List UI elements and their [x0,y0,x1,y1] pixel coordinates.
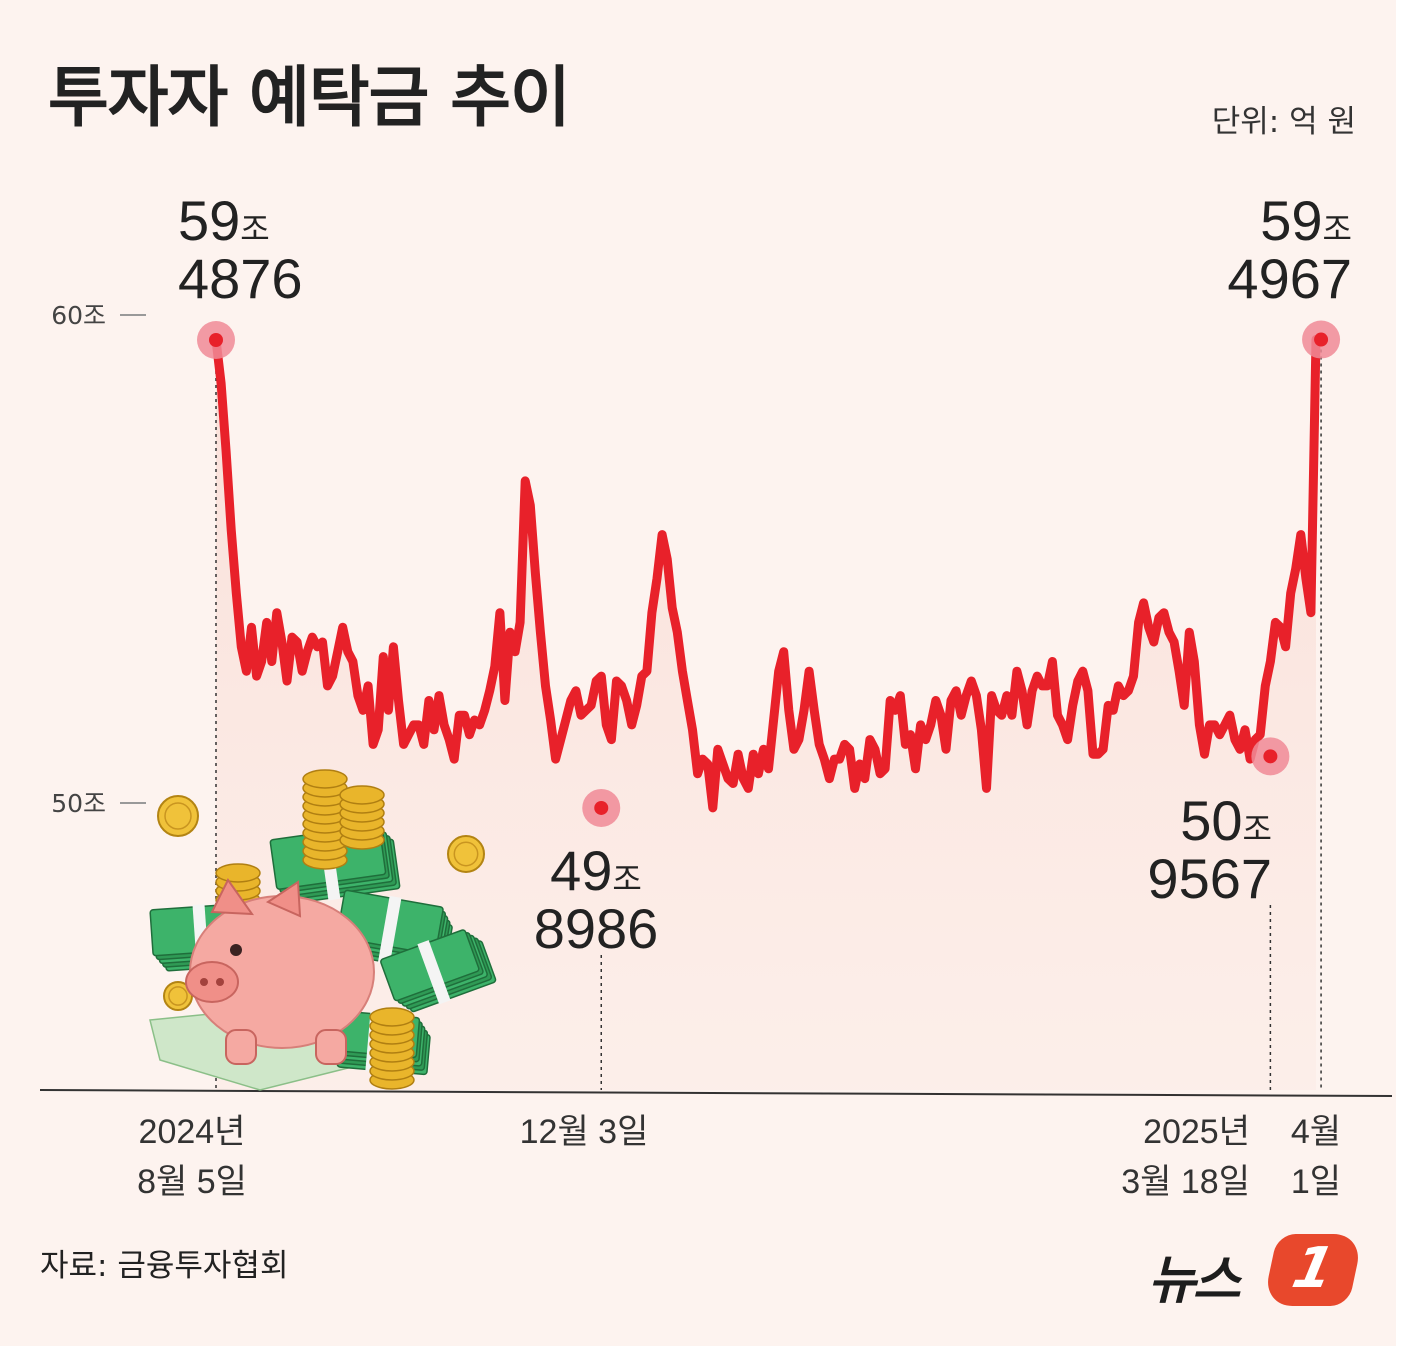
piggy-snout [185,961,239,1003]
annotation-label: 9567 [1147,847,1272,910]
annotation-label: 8986 [534,897,659,960]
coin-ring [168,986,188,1006]
annotation-label: 49조 [550,839,642,902]
annotation-label: 4876 [178,247,303,310]
money-band [417,940,451,1005]
chart-title: 투자자 예탁금 추이 [48,59,571,136]
coin [447,835,485,873]
annotation-label: 59조 [1260,189,1352,252]
x-axis-label: 1일 [1291,1163,1341,1201]
series-line [211,334,1321,813]
coin [369,1007,415,1027]
coin [339,785,385,805]
x-axis-label: 2024년 [139,1113,246,1151]
coin [215,863,261,883]
x-axis-label: 8월 5일 [137,1163,247,1201]
piggy-leg [315,1029,347,1065]
money-band [377,895,402,965]
y-tick-label: 50조 [51,789,106,818]
area-fill [216,339,1316,1090]
unit-label: 단위: 억 원 [1211,104,1356,140]
logo-badge: 1 [1262,1234,1364,1306]
news1-logo: 뉴스 1 [1148,1232,1368,1312]
coin-ring [453,841,479,867]
annotation-label: 59조 [178,189,270,252]
x-axis-baseline [39,1089,1393,1097]
coin [302,769,348,789]
annotation-point [594,800,609,815]
coin [157,795,199,837]
annotation-label: 4967 [1227,247,1352,310]
banknote-stack [380,929,497,1013]
piggy-nostril [216,978,224,986]
piggy-ear [210,878,255,916]
x-axis-label: 2025년 [1143,1113,1250,1151]
annotation-point [209,333,223,348]
piggy-leg [225,1029,257,1065]
x-axis-label: 12월 3일 [520,1113,649,1151]
piggy-bank-illustration [149,769,497,1091]
coin-ring [164,802,192,830]
annotation-point [1263,749,1278,764]
piggy-ear [265,880,302,918]
annotation-point [1314,332,1329,347]
logo-text: 뉴스 [1148,1251,1241,1311]
piggy-nostril [200,978,208,986]
x-axis-label: 3월 18일 [1121,1163,1250,1201]
piggy-eye [230,944,242,956]
annotation-label: 50조 [1180,789,1272,852]
y-tick-label: 60조 [51,301,106,330]
source-note: 자료: 금융투자협회 [40,1248,289,1284]
x-axis-label: 4월 [1291,1113,1341,1151]
